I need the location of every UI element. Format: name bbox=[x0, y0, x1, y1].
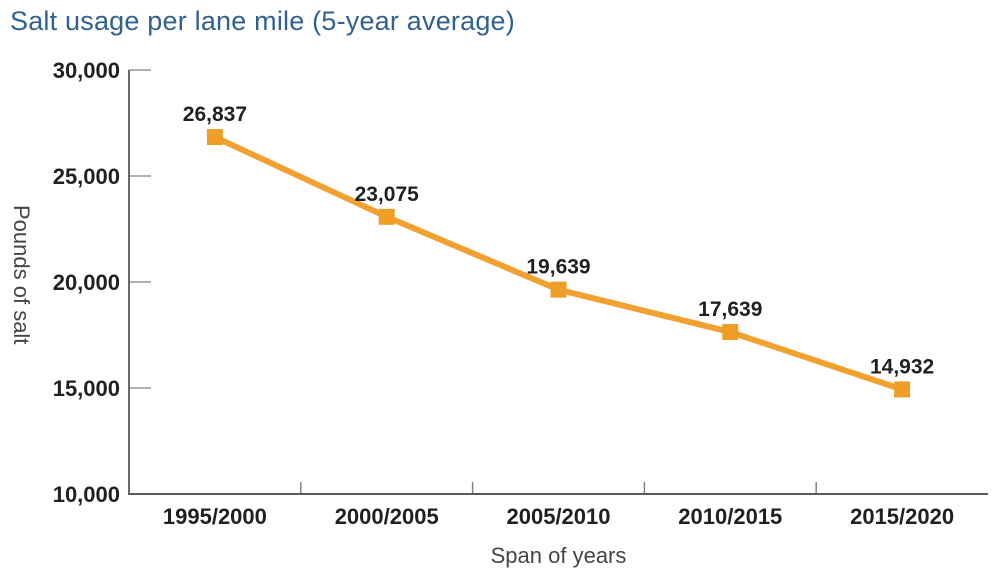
x-tick-label: 2000/2005 bbox=[335, 504, 439, 529]
data-point-marker bbox=[550, 281, 567, 298]
data-point-marker bbox=[206, 129, 223, 146]
y-tick-label: 10,000 bbox=[53, 482, 120, 507]
x-axis-title: Span of years bbox=[490, 543, 627, 568]
data-point-label: 17,639 bbox=[698, 298, 762, 321]
y-axis-title: Pounds of salt bbox=[9, 205, 34, 345]
x-tick-label: 2005/2010 bbox=[507, 504, 611, 529]
data-point-label: 26,837 bbox=[183, 103, 247, 126]
data-point-marker bbox=[894, 381, 911, 398]
data-point-label: 23,075 bbox=[355, 183, 420, 206]
y-tick-label: 25,000 bbox=[53, 164, 120, 189]
data-point-marker bbox=[722, 324, 739, 341]
x-tick-label: 1995/2000 bbox=[163, 504, 267, 529]
x-tick-label: 2010/2015 bbox=[678, 504, 782, 529]
y-tick-label: 30,000 bbox=[53, 58, 120, 83]
x-tick-label: 2015/2020 bbox=[850, 504, 954, 529]
data-point-marker bbox=[378, 208, 395, 225]
data-point-label: 14,932 bbox=[870, 355, 934, 378]
y-tick-label: 20,000 bbox=[53, 270, 120, 295]
y-tick-label: 15,000 bbox=[53, 376, 120, 401]
data-point-label: 19,639 bbox=[526, 256, 590, 279]
chart-title: Salt usage per lane mile (5-year average… bbox=[10, 6, 515, 36]
